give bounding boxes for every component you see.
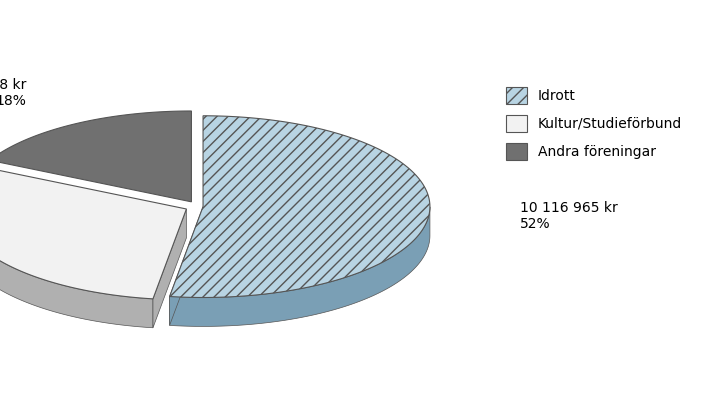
Polygon shape <box>0 209 153 328</box>
Polygon shape <box>153 209 186 328</box>
Text: 3 370 038 kr
18%: 3 370 038 kr 18% <box>0 78 26 108</box>
Polygon shape <box>169 116 430 297</box>
Polygon shape <box>169 207 430 326</box>
Polygon shape <box>169 206 203 325</box>
Polygon shape <box>0 111 191 202</box>
Legend: Idrott, Kultur/Studieförbund, Andra föreningar: Idrott, Kultur/Studieförbund, Andra före… <box>501 81 688 166</box>
Polygon shape <box>0 167 186 299</box>
Text: 10 116 965 kr
52%: 10 116 965 kr 52% <box>520 201 618 231</box>
